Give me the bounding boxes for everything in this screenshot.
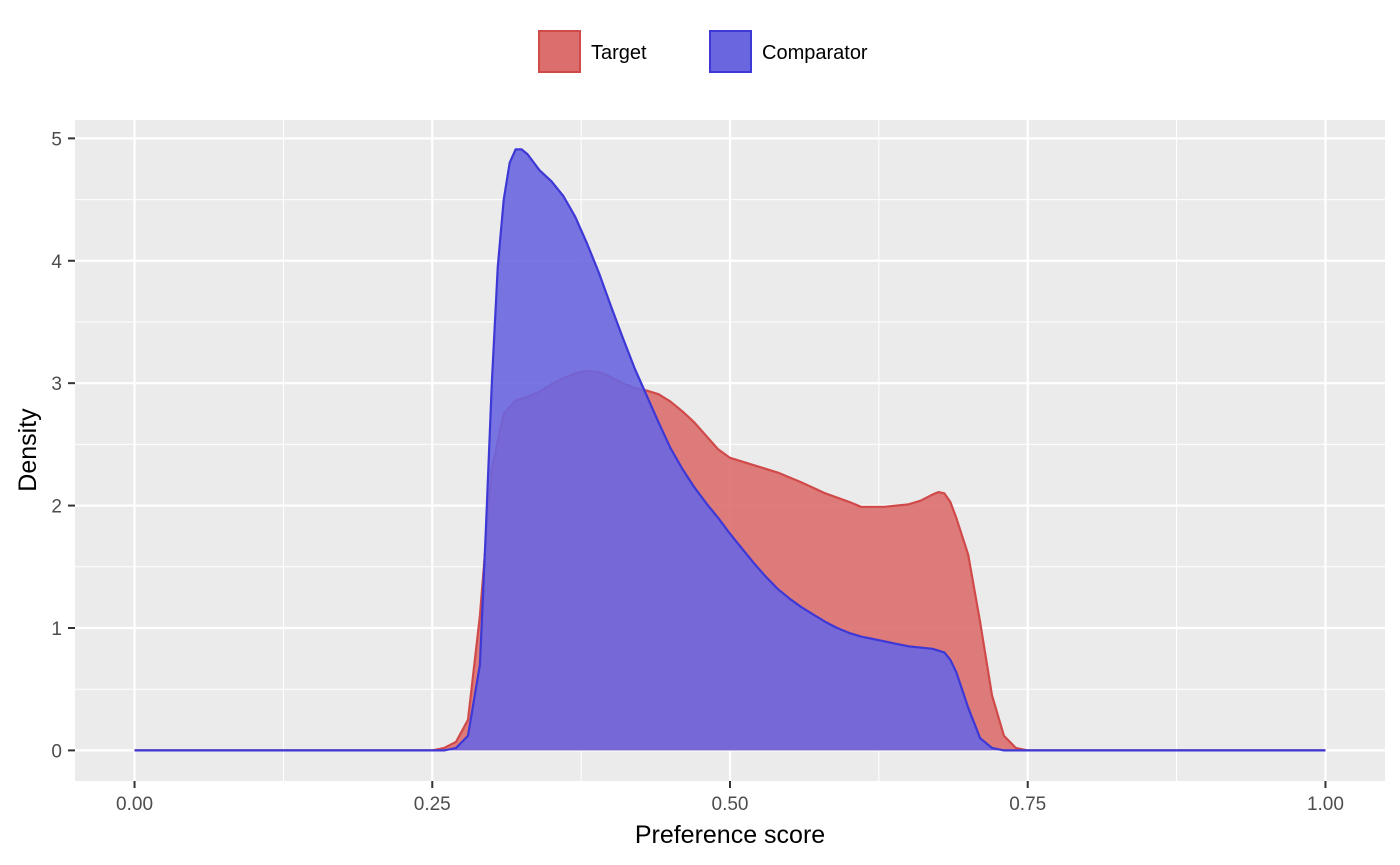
density-line-comparator — [134, 148, 1326, 752]
y-tick-label: 2 — [51, 497, 62, 518]
y-tick-label: 0 — [51, 741, 62, 762]
axis-ticks — [68, 137, 1327, 788]
x-tick-label: 0.25 — [414, 794, 451, 815]
x-tick-label: 1.00 — [1307, 794, 1344, 815]
y-tick-labels: 0 1 2 3 4 5 — [51, 129, 62, 762]
y-axis-title: Density — [14, 408, 42, 492]
legend-key-comparator — [709, 30, 752, 73]
series-layer — [134, 148, 1326, 752]
x-tick-label: 0.00 — [116, 794, 153, 815]
x-tick-label: 0.75 — [1009, 794, 1046, 815]
y-tick-label: 3 — [51, 374, 62, 395]
legend: Target Comparator — [538, 30, 868, 73]
y-tick-label: 4 — [51, 252, 62, 273]
x-axis-title: Preference score — [635, 821, 825, 849]
legend-label-comparator: Comparator — [762, 42, 868, 64]
density-area-comparator — [134, 149, 1326, 751]
legend-key-target — [538, 30, 581, 73]
x-tick-label: 0.50 — [712, 794, 749, 815]
y-tick-label: 1 — [51, 619, 62, 640]
y-tick-label: 5 — [51, 129, 62, 150]
x-tick-labels: 0.00 0.25 0.50 0.75 1.00 — [116, 794, 1344, 815]
legend-label-target: Target — [591, 42, 647, 64]
